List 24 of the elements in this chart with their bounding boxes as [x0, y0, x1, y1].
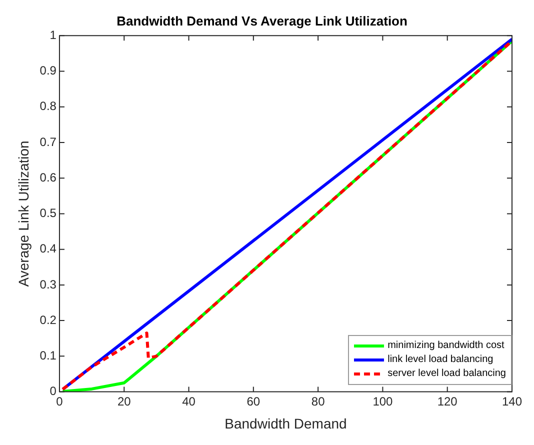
legend-label: server level load balancing [388, 367, 506, 381]
y-tick-label: 0.6 [40, 170, 57, 184]
legend-label: link level load balancing [388, 353, 494, 367]
x-tick-label: 100 [372, 394, 394, 408]
x-tick-label: 20 [117, 394, 132, 408]
legend-label: minimizing bandwidth cost [388, 339, 504, 353]
y-tick-label: 0.8 [40, 99, 57, 114]
y-tick-label: 0.1 [40, 348, 57, 362]
y-tick-label: 0 [50, 384, 57, 398]
y-tick-label: 0.9 [40, 64, 57, 78]
x-tick-label: 60 [246, 394, 260, 408]
x-tick-label: 40 [182, 394, 196, 408]
y-tick-label: 0.5 [40, 206, 57, 220]
y-axis-title: Average Link Utilization [15, 140, 32, 287]
x-tick-label: 120 [437, 394, 458, 408]
y-tick-label: 0.7 [40, 134, 57, 149]
y-tick-label: 0.4 [40, 242, 57, 256]
x-axis-title: Bandwidth Demand [224, 415, 347, 432]
x-tick-label: 140 [502, 394, 522, 408]
y-tick-label: 0.3 [40, 277, 57, 292]
y-tick-label: 1 [50, 28, 57, 42]
x-tick-label: 80 [311, 394, 326, 408]
chart-title: Bandwidth Demand Vs Average Link Utilization [116, 13, 408, 28]
y-tick-label: 0.2 [40, 312, 57, 327]
